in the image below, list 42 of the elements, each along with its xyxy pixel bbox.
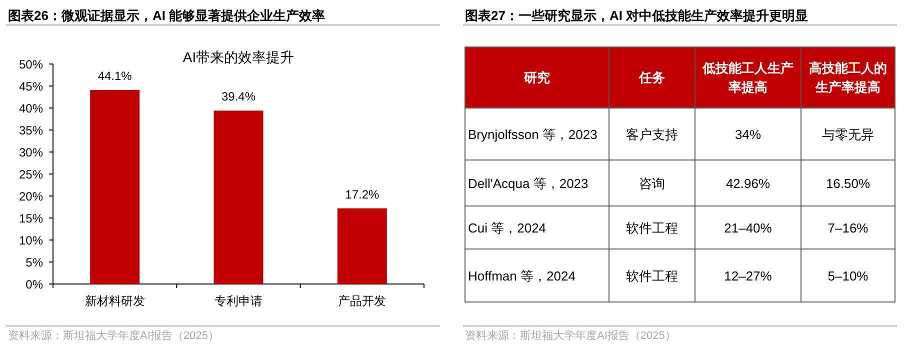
text: 客户支持 [626, 127, 678, 142]
text: 咨询 [639, 176, 665, 191]
y-tick-label: 40% [18, 102, 44, 116]
chart-subtitle: AI带来的效率提升 [182, 49, 294, 65]
x-tick-label: 产品开发 [338, 294, 386, 308]
category-label: 高技能工人的生产率提高 [809, 60, 887, 94]
y-tick-label: 25% [18, 168, 44, 182]
x-tick-label: 专利申请 [214, 294, 262, 308]
annotation: 资料来源：斯坦福大学年度AI报告（2025） [8, 330, 219, 342]
y-tick-label: 50% [18, 58, 44, 72]
category-label: Dell'Acqua 等，2023 [468, 176, 588, 191]
data-label: 44.1% [98, 68, 132, 83]
text: 21–40% [724, 220, 772, 236]
y-tick-label: 20% [18, 190, 44, 204]
data-label: 39.4% [221, 90, 256, 104]
text: 5–10% [828, 268, 868, 284]
text: 7–16% [828, 220, 868, 236]
y-tick-label: 35% [18, 124, 44, 138]
category-label: 低技能工人生产率提高 [702, 60, 794, 94]
category-label: Hoffman 等，2024 [468, 268, 576, 284]
category-label: 任务 [638, 70, 665, 85]
x-tick-label: 新材料研发 [84, 294, 145, 308]
y-tick-label: 0% [26, 278, 44, 292]
text: 与零无异 [822, 127, 874, 142]
data-label: 17.2% [345, 187, 380, 202]
category-label: 研究 [523, 70, 550, 85]
annotation: 资料来源：斯坦福大学年度AI报告（2025） [465, 330, 676, 342]
text: 42.96% [726, 176, 770, 191]
text: 34% [734, 127, 762, 142]
y-tick-label: 15% [18, 212, 44, 226]
text: 12–27% [724, 268, 772, 284]
text: 软件工程 [626, 268, 678, 284]
category-label: Brynjolfsson 等，2023 [468, 127, 598, 142]
y-tick-label: 10% [18, 234, 44, 248]
text: 16.50% [826, 176, 870, 191]
category-label: Cui 等，2024 [468, 220, 546, 236]
y-tick-label: 30% [18, 146, 44, 160]
title: 图表27：一些研究显示，AI 对中低技能生产效率提升更明显 [465, 8, 808, 23]
title: 图表26：微观证据显示，AI 能够显著提供企业生产效率 [8, 8, 326, 23]
y-tick-label: 5% [26, 256, 44, 270]
text: 软件工程 [626, 220, 678, 236]
y-tick-label: 45% [18, 80, 44, 94]
